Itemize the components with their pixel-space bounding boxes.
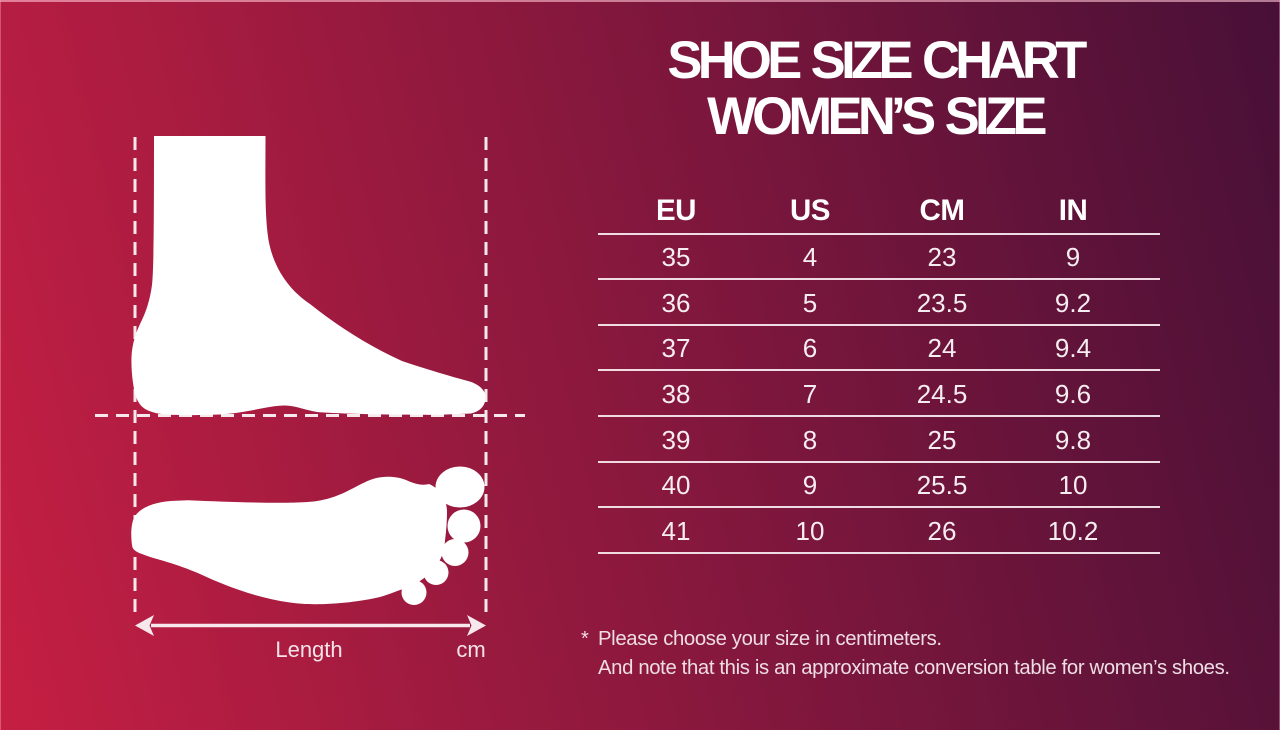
svg-text:cm: cm [456, 637, 485, 662]
svg-text:Length: Length [275, 637, 342, 662]
